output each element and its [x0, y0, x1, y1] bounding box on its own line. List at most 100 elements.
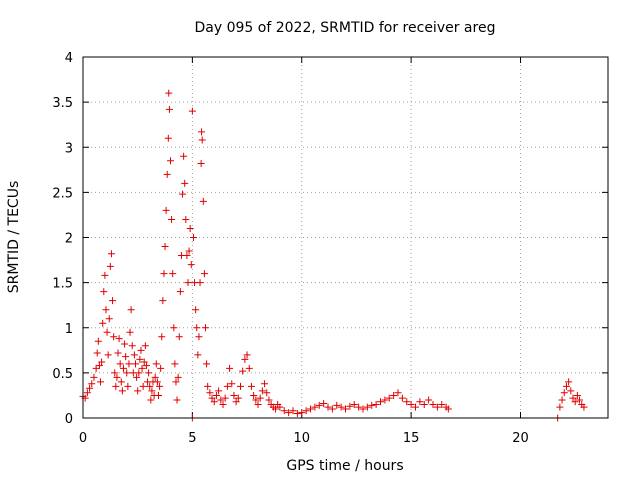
data-point	[83, 389, 91, 397]
data-point	[203, 360, 211, 368]
data-point	[187, 261, 195, 269]
data-point	[113, 373, 121, 381]
axis-ticks: 0 0.5 1 1.5 2 2.5 3 3.5 4 0 5 10 15 20	[52, 51, 608, 446]
data-point	[567, 387, 575, 395]
data-point	[162, 206, 170, 214]
data-point	[196, 279, 204, 287]
data-point	[130, 351, 138, 359]
data-point	[576, 396, 584, 404]
data-point	[139, 382, 147, 390]
data-point	[394, 389, 402, 397]
data-point	[363, 403, 371, 411]
data-point	[140, 358, 148, 366]
data-point	[104, 351, 112, 359]
data-point	[289, 407, 297, 415]
data-point	[127, 306, 135, 314]
data-point	[145, 369, 153, 377]
data-point	[122, 353, 130, 361]
data-point	[136, 355, 144, 363]
data-point	[165, 89, 173, 97]
data-point	[444, 405, 452, 413]
data-point	[172, 378, 180, 386]
x-tick-label: 5	[188, 431, 196, 446]
data-point	[560, 389, 568, 397]
data-point	[226, 364, 234, 372]
data-point	[176, 288, 184, 296]
data-point	[132, 360, 139, 368]
data-point	[416, 398, 424, 406]
data-point	[252, 396, 260, 404]
data-point	[311, 403, 319, 411]
data-point	[156, 382, 164, 390]
data-point	[182, 215, 190, 223]
data-point	[93, 349, 101, 357]
data-point	[107, 250, 115, 258]
grid	[83, 57, 608, 418]
data-point	[198, 128, 206, 136]
x-tick-label: 20	[512, 431, 529, 446]
data-point	[234, 394, 242, 402]
data-point	[126, 328, 134, 336]
data-point	[315, 401, 323, 409]
data-point	[228, 380, 236, 388]
data-point	[438, 400, 446, 408]
data-point	[105, 315, 113, 323]
data-point	[580, 403, 588, 411]
data-point	[390, 391, 398, 399]
data-point	[265, 396, 273, 404]
data-point	[320, 400, 328, 408]
plot-frame	[82, 56, 609, 419]
data-point	[355, 403, 363, 411]
data-point	[571, 398, 579, 406]
data-point	[116, 360, 124, 368]
chart-title: Day 095 of 2022, SRMTID for receiver are…	[195, 20, 496, 36]
data-point	[95, 362, 103, 370]
data-point	[94, 337, 102, 345]
data-point	[151, 373, 159, 381]
y-tick-label: 0.5	[52, 367, 73, 382]
data-point	[175, 333, 183, 341]
data-point	[556, 403, 564, 411]
data-point	[385, 394, 393, 402]
data-point	[112, 382, 120, 390]
data-point	[199, 197, 207, 205]
data-point	[180, 152, 188, 160]
data-point	[160, 270, 168, 278]
data-point	[250, 391, 258, 399]
data-point	[200, 270, 208, 278]
data-point	[241, 355, 249, 363]
data-point	[247, 382, 255, 390]
data-point	[562, 382, 570, 390]
data-point	[293, 409, 301, 417]
data-point	[184, 279, 192, 287]
data-point	[230, 391, 238, 399]
data-point	[142, 362, 150, 370]
data-points	[79, 89, 588, 422]
data-point	[333, 401, 341, 409]
data-point	[208, 394, 216, 402]
data-point	[169, 270, 177, 278]
data-point	[256, 394, 264, 402]
data-point	[128, 342, 136, 350]
data-point	[243, 351, 251, 359]
data-point	[368, 401, 376, 409]
data-point	[420, 400, 428, 408]
data-point	[254, 400, 262, 408]
data-point	[359, 405, 367, 413]
data-point	[276, 403, 284, 411]
data-point	[134, 387, 142, 395]
data-point	[183, 252, 191, 260]
data-point	[146, 382, 154, 390]
data-point	[109, 297, 117, 305]
data-point	[124, 382, 132, 390]
data-point	[141, 342, 149, 350]
data-point	[328, 405, 336, 413]
data-point	[258, 387, 266, 395]
data-point	[106, 262, 114, 270]
data-point	[298, 409, 306, 417]
data-point	[193, 324, 201, 332]
data-point	[125, 360, 133, 368]
y-tick-label: 2.5	[52, 186, 73, 201]
y-tick-label: 4	[65, 51, 73, 66]
